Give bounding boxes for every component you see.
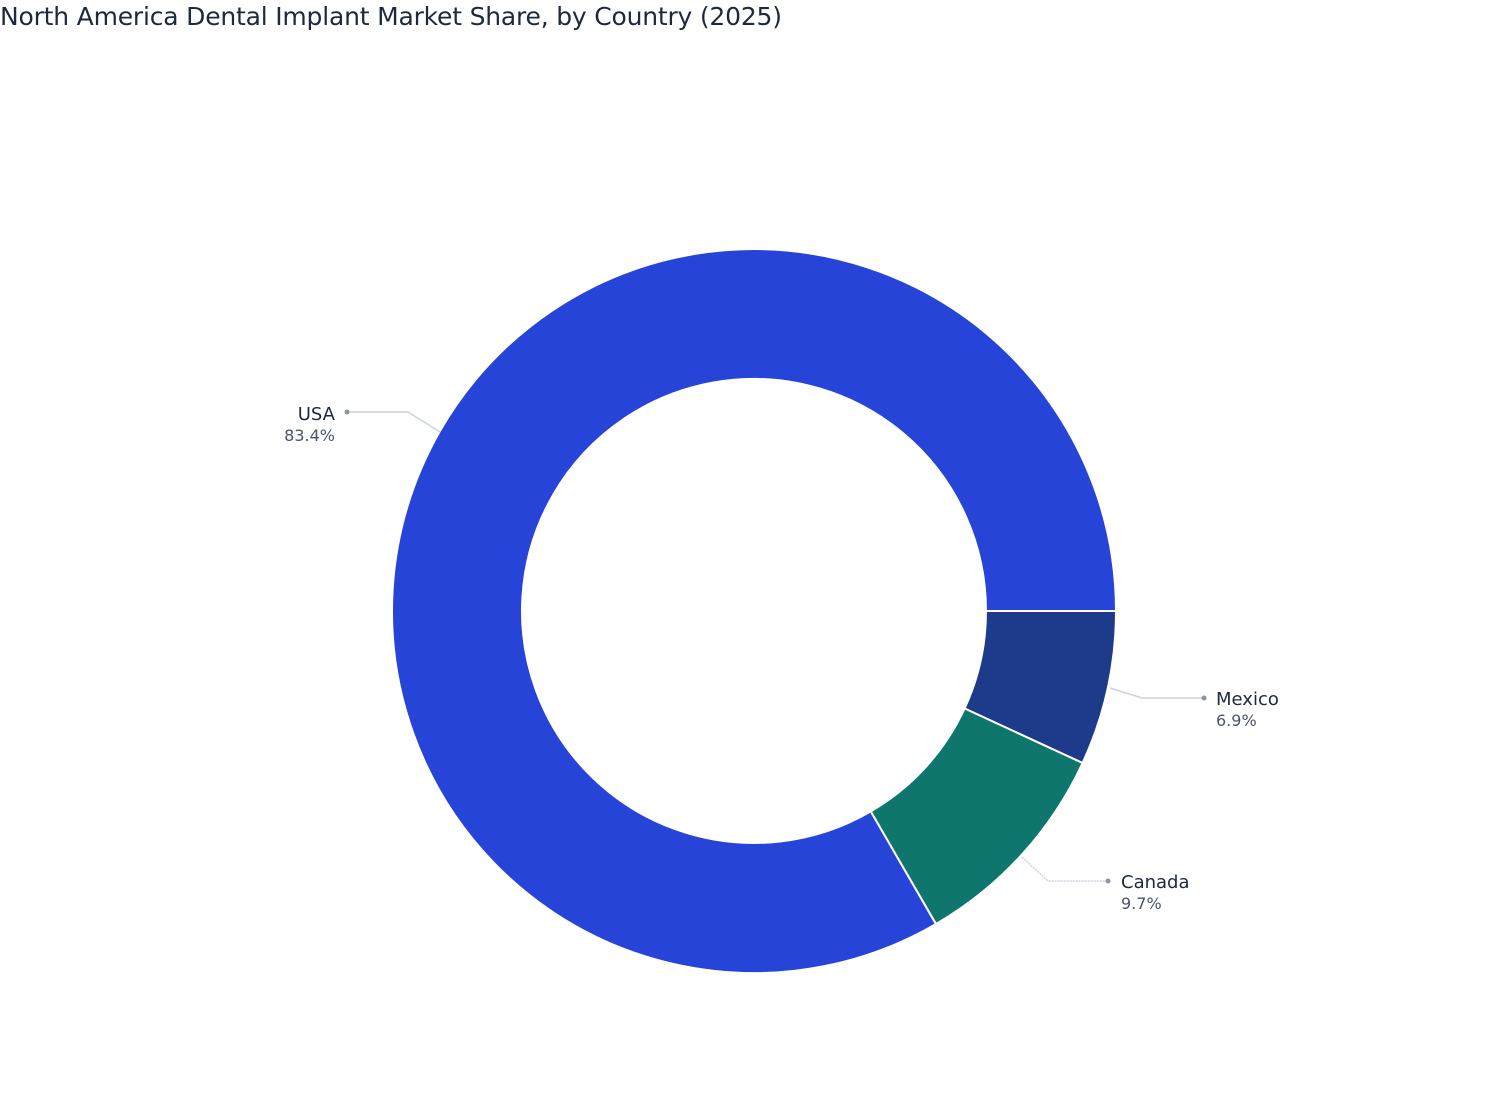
- label-mexico-value: 6.9%: [1216, 711, 1257, 730]
- leader-line-usa: [348, 411, 441, 433]
- leader-line-mexico: [1109, 687, 1203, 699]
- slice-usa[interactable]: [391, 248, 1118, 975]
- label-canada-name: Canada: [1121, 872, 1190, 893]
- leader-dot-mexico: [1201, 695, 1207, 701]
- leader-dot-usa: [344, 409, 350, 415]
- chart-title: North America Dental Implant Market Shar…: [0, 2, 782, 31]
- label-mexico-name: Mexico: [1216, 689, 1279, 710]
- label-canada-value: 9.7%: [1121, 894, 1162, 913]
- label-usa-name: USA: [298, 404, 336, 425]
- leader-dot-canada: [1105, 878, 1111, 884]
- leader-line-canada: [1021, 856, 1107, 882]
- label-usa-value: 83.4%: [284, 426, 335, 445]
- slice-canada[interactable]: [869, 707, 1084, 926]
